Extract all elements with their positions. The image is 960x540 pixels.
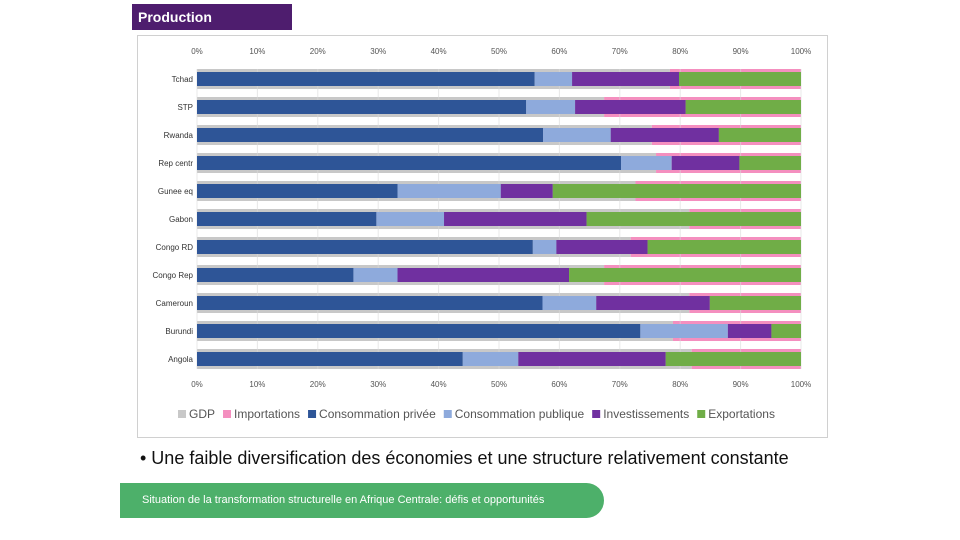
category-label: Cameroun: [156, 299, 193, 308]
bar-segment: [543, 128, 611, 142]
bar-segment: [569, 268, 801, 282]
category-label: Tchad: [172, 75, 193, 84]
bar-segment: [197, 240, 533, 254]
bar-segment: [197, 324, 641, 338]
x-tick-label-top: 0%: [191, 47, 203, 56]
x-tick-label-bottom: 0%: [191, 380, 203, 389]
bar-segment: [575, 100, 686, 114]
x-tick-label-bottom: 80%: [672, 380, 688, 389]
x-tick-label-top: 10%: [249, 47, 265, 56]
bar-segment: [526, 100, 576, 114]
legend-label: GDP: [189, 407, 215, 421]
legend-label: Exportations: [708, 407, 775, 421]
bar-segment: [197, 212, 377, 226]
bar-segment: [552, 184, 801, 198]
x-tick-label-bottom: 30%: [370, 380, 386, 389]
bar-segment: [500, 184, 553, 198]
bar-segment: [518, 352, 666, 366]
legend-swatch: [223, 410, 232, 418]
x-tick-label-top: 70%: [612, 47, 628, 56]
x-tick-label-top: 20%: [310, 47, 326, 56]
x-tick-label-bottom: 40%: [431, 380, 447, 389]
legend-swatch: [178, 410, 186, 418]
category-label: Congo RD: [156, 243, 194, 252]
footer-banner: Situation de la transformation structure…: [120, 483, 604, 518]
x-tick-label-bottom: 10%: [249, 380, 265, 389]
x-tick-label-bottom: 90%: [733, 380, 749, 389]
bar-segment: [197, 156, 622, 170]
bar-segment: [596, 296, 710, 310]
bar-segment: [665, 352, 801, 366]
legend-label: Investissements: [603, 407, 689, 421]
bar-segment: [462, 352, 519, 366]
bar-segment: [727, 324, 772, 338]
bar-segment: [709, 296, 801, 310]
legend-swatch: [308, 410, 317, 418]
category-label: STP: [177, 103, 193, 112]
bar-segment: [376, 212, 445, 226]
bar-segment: [197, 72, 535, 86]
stacked-bar-chart: 0% 0% 10% 10% 20% 20% 30% 30% 40% 40% 50% 50% 60% 60%…: [153, 47, 812, 421]
legend-label: Consommation privée: [319, 407, 436, 421]
category-label: Rep centr: [158, 159, 193, 168]
bar-segment: [444, 212, 587, 226]
bar-segment: [640, 324, 728, 338]
bar-segment: [671, 156, 740, 170]
x-tick-label-top: 90%: [733, 47, 749, 56]
legend-label: Importations: [234, 407, 300, 421]
chart-panel: 0% 0% 10% 10% 20% 20% 30% 30% 40% 40% 50% 50% 60% 60%…: [137, 35, 828, 438]
legend-swatch: [697, 410, 706, 418]
bar-segment: [586, 212, 801, 226]
x-tick-label-top: 60%: [551, 47, 567, 56]
category-label: Burundi: [165, 327, 193, 336]
bar-segment: [647, 240, 801, 254]
bullet-text: • Une faible diversification des économi…: [140, 448, 789, 468]
bar-segment: [572, 72, 679, 86]
bar-segment: [534, 72, 573, 86]
bar-segment: [610, 128, 719, 142]
bar-segment: [739, 156, 801, 170]
bar-segment: [718, 128, 801, 142]
legend-swatch: [443, 410, 452, 418]
x-tick-label-top: 40%: [431, 47, 447, 56]
x-tick-label-top: 100%: [791, 47, 811, 56]
x-tick-label-bottom: 100%: [791, 380, 811, 389]
bar-segment: [197, 352, 463, 366]
x-tick-label-top: 50%: [491, 47, 507, 56]
bar-segment: [197, 296, 543, 310]
bar-segment: [197, 184, 398, 198]
bar-segment: [197, 100, 527, 114]
x-tick-label-top: 80%: [672, 47, 688, 56]
bar-segment: [197, 268, 354, 282]
category-label: Angola: [168, 355, 193, 364]
legend-swatch: [592, 410, 601, 418]
x-tick-label-bottom: 70%: [612, 380, 628, 389]
section-title: Production: [132, 4, 292, 30]
bar-segment: [771, 324, 801, 338]
x-tick-label-bottom: 20%: [310, 380, 326, 389]
x-tick-label-bottom: 50%: [491, 380, 507, 389]
bar-segment: [621, 156, 672, 170]
x-tick-label-bottom: 60%: [551, 380, 567, 389]
bar-segment: [197, 128, 544, 142]
bar-segment: [542, 296, 597, 310]
category-label: Gunee eq: [158, 187, 193, 196]
bar-segment: [678, 72, 801, 86]
category-label: Gabon: [169, 215, 193, 224]
category-label: Rwanda: [164, 131, 194, 140]
bar-segment: [556, 240, 648, 254]
bar-segment: [353, 268, 398, 282]
legend-label: Consommation publique: [455, 407, 585, 421]
x-tick-label-top: 30%: [370, 47, 386, 56]
bar-segment: [397, 184, 501, 198]
bar-segment: [532, 240, 557, 254]
bar-segment: [685, 100, 801, 114]
bar-segment: [397, 268, 570, 282]
category-label: Congo Rep: [153, 271, 194, 280]
